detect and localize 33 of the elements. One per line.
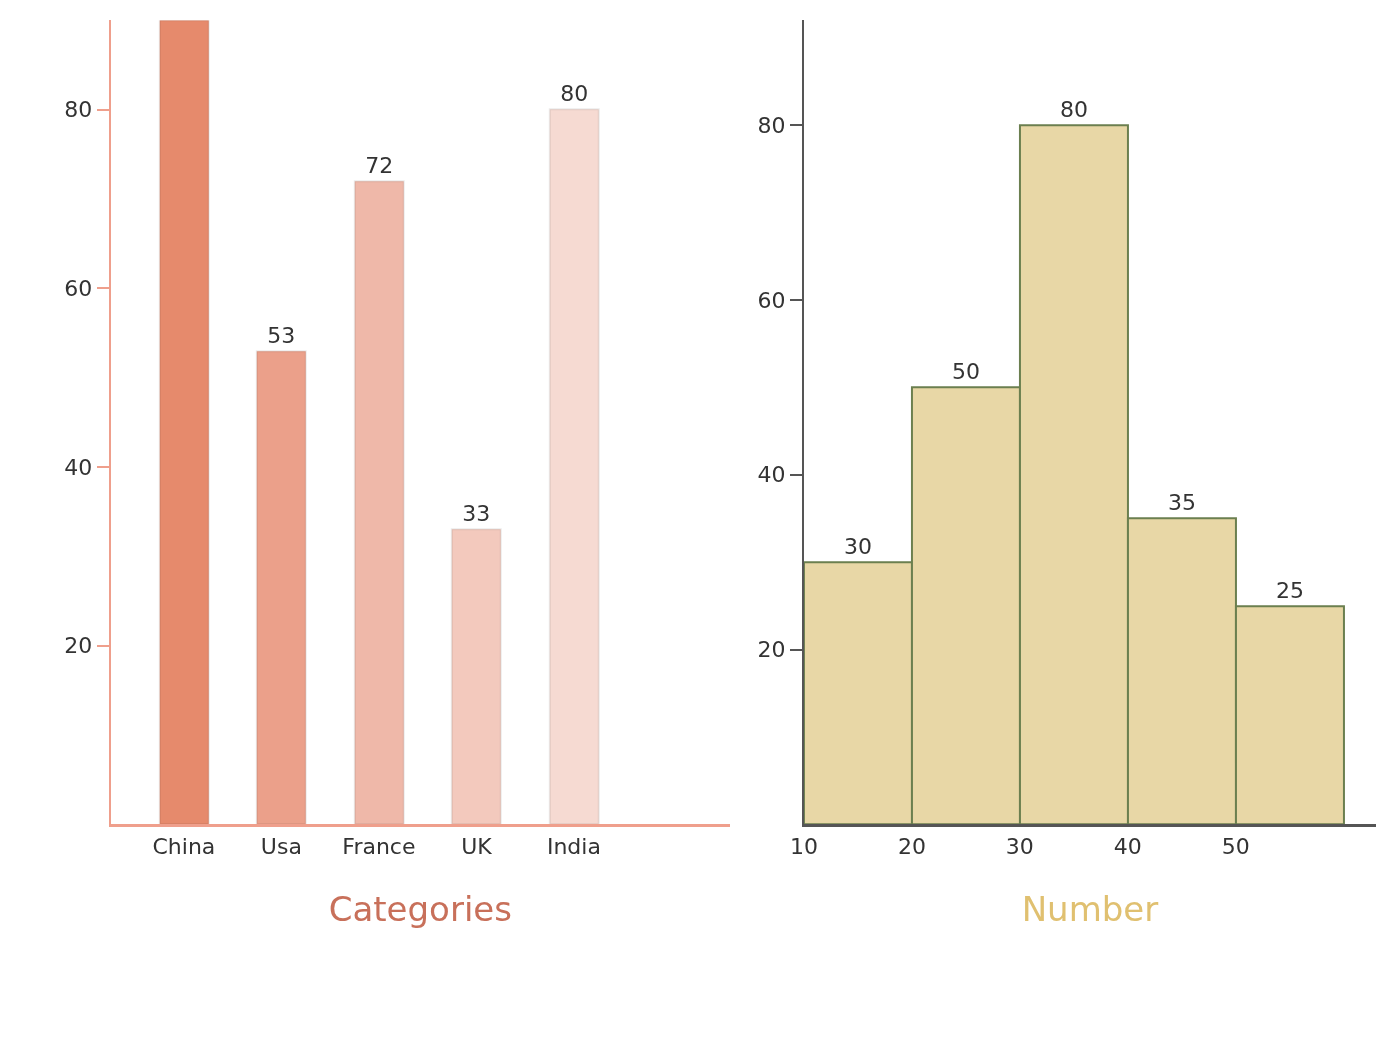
y-tick-label: 60 bbox=[64, 275, 93, 301]
x-tick-label: 10 bbox=[789, 833, 818, 859]
bar bbox=[450, 528, 502, 825]
data-label: 80 bbox=[560, 81, 589, 107]
x-tick-label: India bbox=[546, 833, 601, 859]
data-label: 72 bbox=[365, 153, 394, 179]
x-tick-label: France bbox=[342, 833, 416, 859]
y-tick-label: 80 bbox=[757, 112, 786, 138]
data-label: 33 bbox=[462, 501, 491, 527]
y-tick-label: 40 bbox=[757, 462, 786, 488]
y-tick-label: 20 bbox=[64, 633, 93, 659]
bar bbox=[548, 108, 600, 825]
data-label: 80 bbox=[1059, 97, 1088, 123]
x-axis-title: Categories bbox=[328, 889, 512, 930]
y-tick-label: 60 bbox=[757, 287, 786, 313]
y-tick-label: 40 bbox=[64, 454, 93, 480]
data-label: 35 bbox=[1167, 490, 1196, 516]
x-tick-label: Usa bbox=[260, 833, 302, 859]
x-tick-label: 40 bbox=[1113, 833, 1142, 859]
x-tick-label: 50 bbox=[1221, 833, 1250, 859]
x-axis-title: Number bbox=[1021, 889, 1159, 930]
data-label: 50 bbox=[951, 359, 980, 385]
x-tick-label: UK bbox=[461, 833, 493, 859]
bar bbox=[353, 180, 405, 825]
y-tick-label: 20 bbox=[757, 637, 786, 663]
x-tick-label: 20 bbox=[897, 833, 926, 859]
data-label: 25 bbox=[1275, 578, 1304, 604]
data-label: 53 bbox=[267, 323, 296, 349]
x-tick-label: China bbox=[152, 833, 216, 859]
x-tick-label: 30 bbox=[1005, 833, 1034, 859]
y-tick-label: 80 bbox=[64, 97, 93, 123]
data-label: 30 bbox=[843, 534, 872, 560]
bar bbox=[158, 20, 210, 825]
